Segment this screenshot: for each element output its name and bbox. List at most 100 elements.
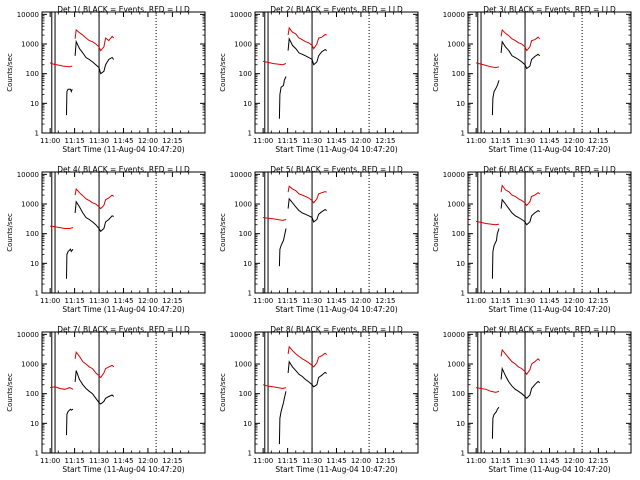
chart-panel-2: Det 2( BLACK = Events, RED = LLD 1 10 100 10… [219,5,419,154]
y-tick-label: 100 [26,230,39,238]
y-tick-label: 10000 [17,331,39,339]
x-tick-label: 11:30 [515,457,535,465]
x-tick-label: 11:30 [515,137,535,145]
y-tick-label: 100 [452,390,465,398]
x-tick-label: 11:30 [302,457,322,465]
series-line-events-2 [500,198,540,226]
x-tick-label: 12:15 [588,137,608,145]
y-tick-label: 100 [239,70,252,78]
x-tick-label: 11:00 [466,297,486,305]
y-tick-label: 10 [456,420,465,428]
chart-panel-6: Det 6( BLACK = Events, RED = LLD 1 10 100 10… [432,165,632,314]
x-tick-label: 11:30 [515,297,535,305]
series-line-events-2 [287,37,327,66]
series-line-lld-2 [74,187,115,210]
series-line-lld-1 [50,386,74,390]
y-axis-label: Counts/sec [6,373,14,412]
x-tick-label: 11:45 [326,297,346,305]
x-tick-label: 11:00 [253,297,273,305]
y-tick-label: 1 [35,450,39,458]
x-tick-label: 11:15 [278,457,298,465]
chart-title: Det 1( BLACK = Events, RED = LLD [57,5,190,14]
y-tick-label: 1000 [234,41,252,49]
chart-panel-4: Det 4( BLACK = Events, RED = LLD 1 10 100 10… [6,165,206,314]
x-tick-label: 11:15 [278,137,298,145]
y-axis-label: Counts/sec [219,373,227,412]
series-line-lld-2 [500,184,540,207]
y-tick-label: 1 [461,450,465,458]
x-tick-label: 11:15 [491,137,511,145]
y-tick-label: 10 [456,100,465,108]
series-line-lld-1 [263,217,287,221]
y-tick-label: 1000 [447,201,465,209]
series-line-lld-1 [50,225,74,229]
x-axis-label: Start Time (11-Aug-04 10:47:20) [488,305,610,314]
x-axis-label: Start Time (11-Aug-04 10:47:20) [488,145,610,154]
x-axis-label: Start Time (11-Aug-04 10:47:20) [275,145,397,154]
chart-panel-1: Det 1( BLACK = Events, RED = LLD 1 10 100 10… [6,5,206,154]
x-tick-label: 11:15 [65,297,85,305]
x-tick-label: 12:15 [375,457,395,465]
chart-title: Det 4( BLACK = Events, RED = LLD [57,165,190,174]
x-tick-label: 12:15 [162,457,182,465]
y-axis-label: Counts/sec [432,53,440,92]
y-tick-label: 1000 [234,201,252,209]
x-tick-label: 11:45 [539,137,559,145]
x-tick-label: 12:00 [138,457,158,465]
y-tick-label: 10 [243,260,252,268]
y-axis-label: Counts/sec [6,53,14,92]
y-tick-label: 10000 [443,11,465,19]
series-line-events-2 [74,200,114,233]
series-line-lld-2 [287,26,327,50]
chart-title: Det 8( BLACK = Events, RED = LLD [270,325,403,334]
chart-title: Det 9( BLACK = Events, RED = LLD [483,325,616,334]
series-line-events-1 [66,88,73,116]
y-tick-label: 1 [248,450,252,458]
y-tick-label: 1000 [21,201,39,209]
series-line-lld-1 [49,62,73,68]
chart-panel-8: Det 8( BLACK = Events, RED = LLD 1 10 100 10… [219,325,419,474]
x-tick-label: 12:00 [351,457,371,465]
x-tick-label: 11:00 [466,137,486,145]
y-tick-label: 100 [239,390,252,398]
x-tick-label: 11:00 [40,297,60,305]
y-tick-label: 1 [461,130,465,138]
y-tick-label: 10 [456,260,465,268]
x-tick-label: 11:00 [253,137,273,145]
series-line-events-1 [278,228,287,267]
x-axis-label: Start Time (11-Aug-04 10:47:20) [62,145,184,154]
x-tick-label: 11:45 [113,457,133,465]
series-line-lld-1 [263,60,287,66]
x-tick-label: 11:30 [89,297,109,305]
y-axis-label: Counts/sec [432,213,440,252]
series-line-events-1 [491,80,500,116]
x-axis-label: Start Time (11-Aug-04 10:47:20) [62,305,184,314]
x-tick-label: 12:15 [588,457,608,465]
x-tick-label: 11:30 [89,137,109,145]
y-tick-label: 10 [30,260,39,268]
x-tick-label: 12:00 [138,137,158,145]
y-tick-label: 10000 [230,171,252,179]
y-tick-label: 100 [452,230,465,238]
x-tick-label: 11:45 [326,457,346,465]
x-tick-label: 12:15 [162,297,182,305]
chart-panel-5: Det 5( BLACK = Events, RED = LLD 1 10 100 10… [219,165,419,314]
x-tick-label: 11:30 [302,137,322,145]
x-tick-label: 12:00 [564,457,584,465]
x-axis-label: Start Time (11-Aug-04 10:47:20) [488,465,610,474]
y-tick-label: 1000 [21,361,39,369]
series-line-lld-2 [287,345,327,368]
series-line-lld-1 [476,387,500,393]
x-tick-label: 11:15 [65,137,85,145]
x-tick-label: 11:15 [491,297,511,305]
y-tick-label: 100 [26,70,39,78]
y-tick-label: 10 [30,100,39,108]
y-tick-label: 100 [239,230,252,238]
chart-title: Det 7( BLACK = Events, RED = LLD [57,325,190,334]
series-line-lld-1 [475,62,500,69]
series-line-events-1 [491,228,500,279]
series-line-lld-1 [476,220,500,226]
y-tick-label: 100 [26,390,39,398]
x-tick-label: 12:00 [351,137,371,145]
